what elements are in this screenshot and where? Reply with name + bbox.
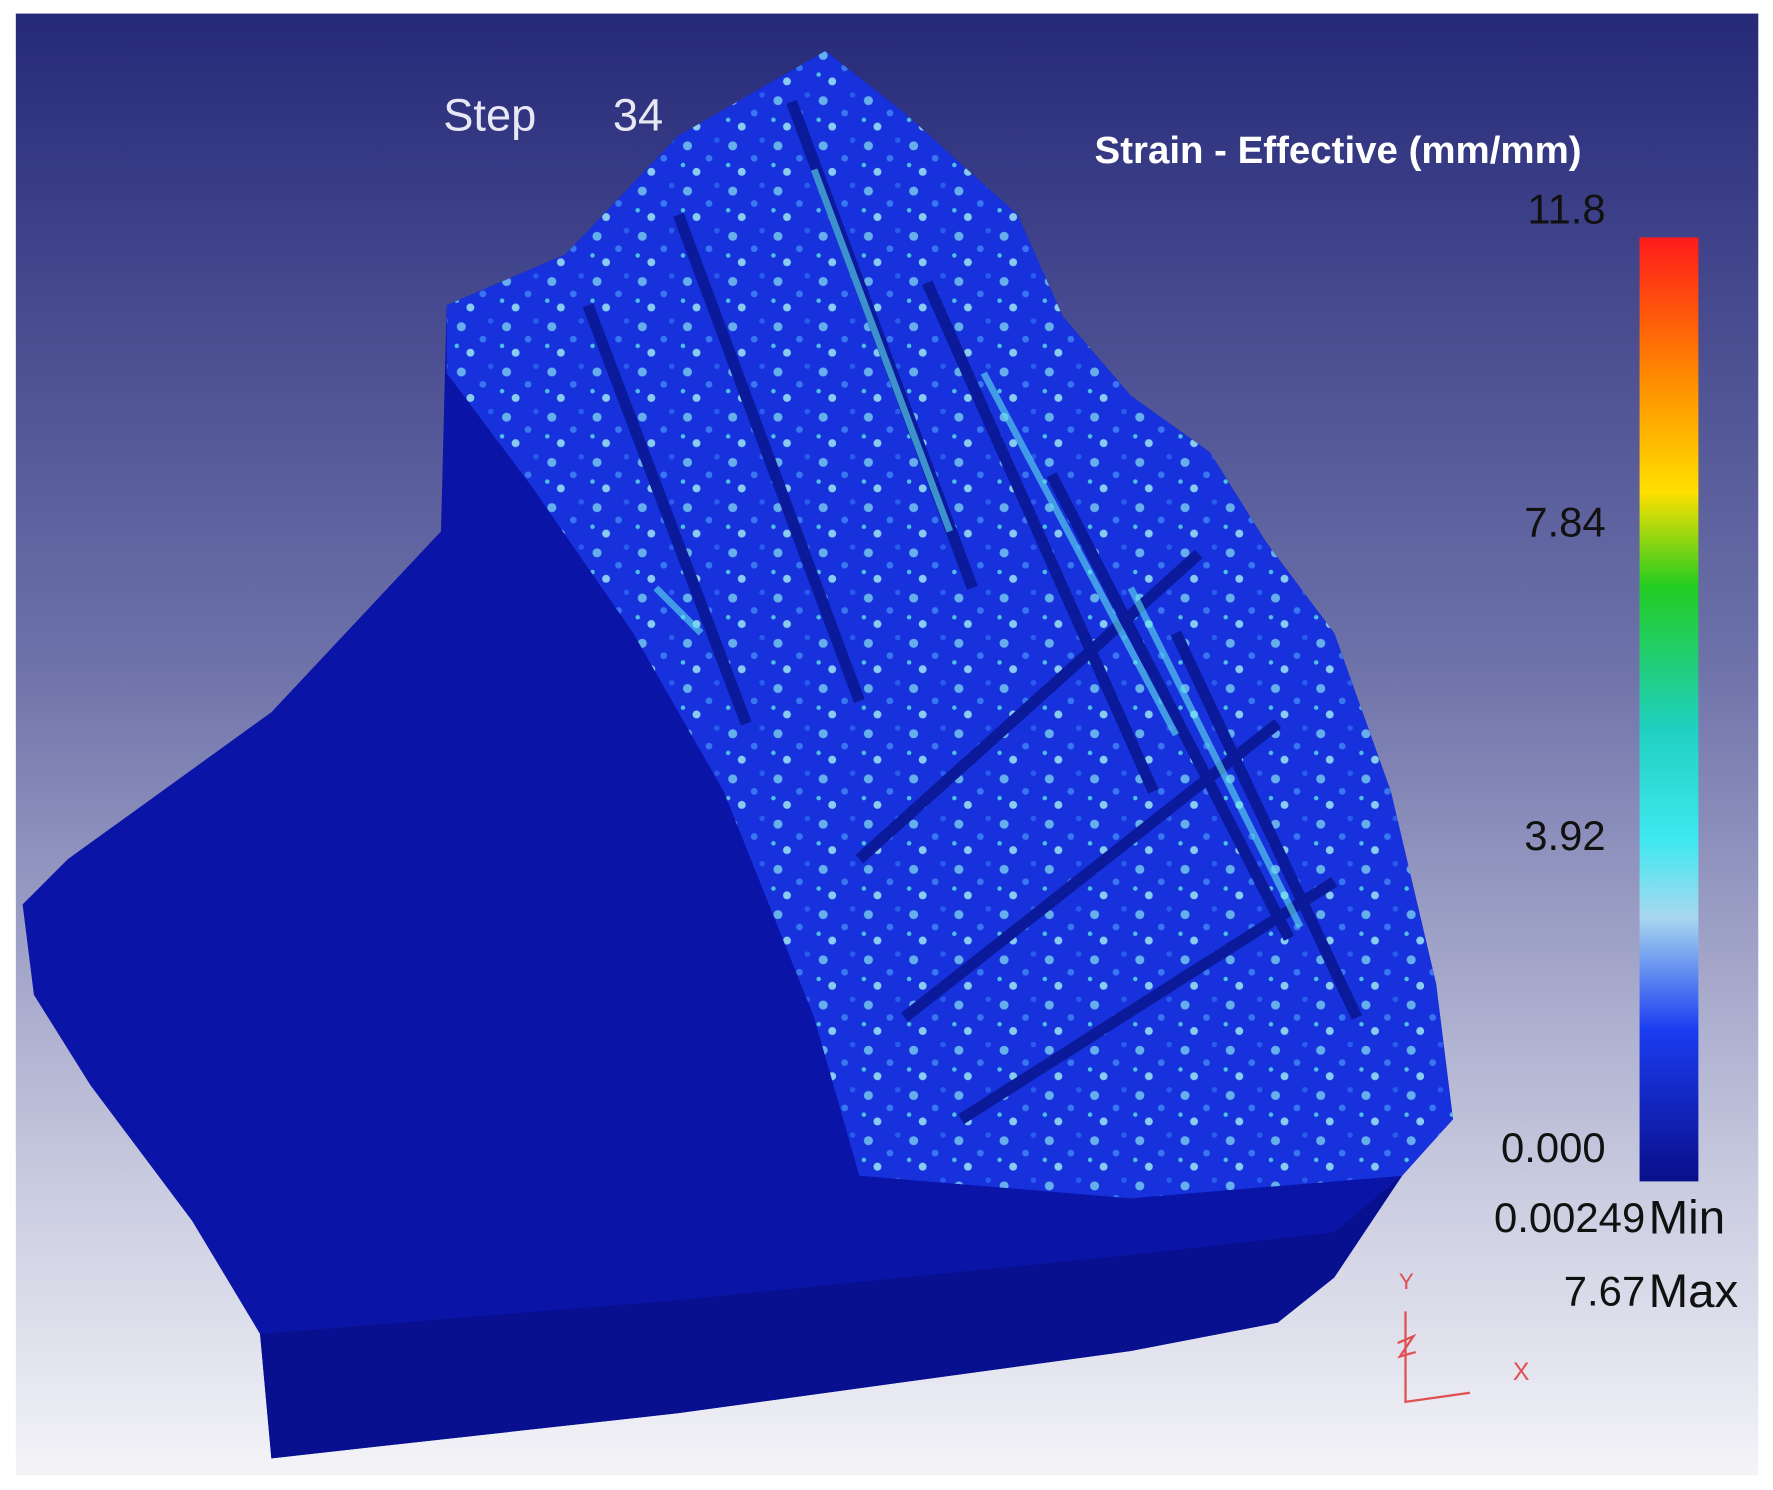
workpiece-side bbox=[260, 1175, 1403, 1459]
legend-tick: 11.8 bbox=[1527, 186, 1605, 233]
max-value: 7.67 bbox=[1564, 1267, 1645, 1314]
step-label: Step bbox=[443, 90, 536, 141]
max-label: Max bbox=[1649, 1265, 1739, 1318]
color-bar bbox=[1639, 237, 1699, 1182]
legend-tick: 0.000 bbox=[1501, 1124, 1606, 1171]
triad-x-label: X bbox=[1513, 1358, 1530, 1386]
strain-highlights bbox=[653, 168, 1304, 929]
legend-title: Strain - Effective (mm/mm) bbox=[1095, 129, 1582, 172]
triad-y-label: Y bbox=[1399, 1269, 1414, 1294]
legend-tick: 3.92 bbox=[1524, 812, 1605, 859]
axis-triad bbox=[1397, 1311, 1471, 1404]
legend-tick: 7.84 bbox=[1524, 499, 1605, 546]
min-value: 0.00249 bbox=[1494, 1194, 1645, 1241]
step-number: 34 bbox=[613, 90, 663, 141]
min-label: Min bbox=[1649, 1191, 1726, 1244]
gear-teeth-region bbox=[446, 50, 1454, 1199]
